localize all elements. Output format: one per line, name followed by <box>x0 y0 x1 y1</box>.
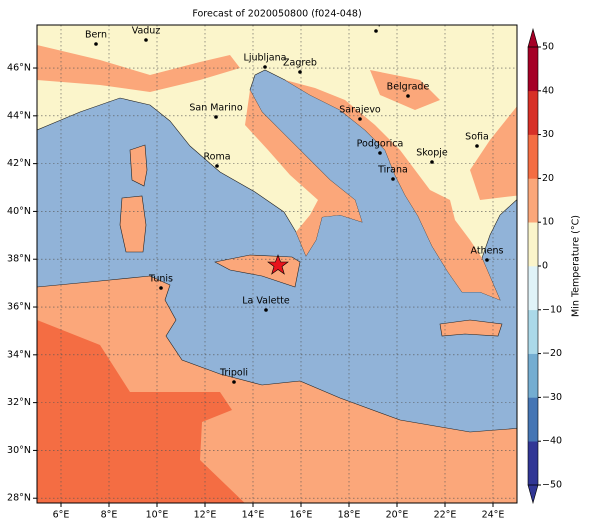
y-tick-label: 34°N <box>7 349 31 360</box>
city-dot <box>406 94 410 98</box>
city-label: Tripoli <box>219 368 248 379</box>
city-dot <box>264 308 268 312</box>
colorbar-tick-label: −40 <box>542 436 562 447</box>
map-frame <box>36 24 518 504</box>
city-dot <box>232 380 236 384</box>
city-label: Podgorica <box>357 139 404 150</box>
city-label: Roma <box>203 152 230 163</box>
warm-band <box>370 70 440 110</box>
city-label: Belgrade <box>387 82 430 93</box>
y-tick-label: 28°N <box>7 493 31 504</box>
colorbar-swatch <box>528 266 538 311</box>
city-dot <box>214 115 218 119</box>
colorbar-swatch <box>528 90 538 135</box>
city-dot <box>391 177 395 181</box>
city-dot <box>430 160 434 164</box>
land-corsica <box>129 144 148 187</box>
warm-band <box>285 80 500 300</box>
y-tick-label: 40°N <box>7 206 31 217</box>
x-tick-label: 12°E <box>194 510 217 521</box>
colorbar-extend-high <box>527 27 539 48</box>
city-dot <box>475 144 479 148</box>
city-label: Sofia <box>465 132 489 143</box>
city-dot <box>144 38 148 42</box>
city-label: Tirana <box>377 165 408 176</box>
city-label: Bern <box>85 30 107 41</box>
x-tick-label: 24°E <box>482 510 505 521</box>
land-sardinia <box>119 195 147 253</box>
city-dot <box>298 70 302 74</box>
city-label: Budapest <box>354 17 399 28</box>
colorbar-swatch <box>528 47 538 92</box>
city-dot <box>159 286 163 290</box>
y-tick-label: 38°N <box>7 254 31 265</box>
colorbar-tick-label: 10 <box>542 217 554 228</box>
colorbar-swatch <box>528 222 538 267</box>
colorbar-tick-label: −30 <box>542 392 562 403</box>
colorbar-label: Min Temperature (°C) <box>571 215 582 317</box>
city-label: Vaduz <box>132 26 161 37</box>
x-tick-label: 18°E <box>338 510 361 521</box>
x-tick-label: 16°E <box>290 510 313 521</box>
city-label: Ljubljana <box>244 53 287 64</box>
city-label: Skopje <box>416 148 448 159</box>
colorbar-tick-label: −50 <box>542 480 562 491</box>
warm-band <box>37 45 240 92</box>
city-dot <box>374 29 378 33</box>
city-dot <box>263 65 267 69</box>
x-tick-label: 10°E <box>146 510 169 521</box>
land-crete <box>439 319 503 337</box>
x-tick-label: 22°E <box>434 510 457 521</box>
city-dot <box>215 164 219 168</box>
colorbar-swatch <box>528 309 538 354</box>
y-tick-label: 46°N <box>7 63 31 74</box>
colorbar-tick-label: 50 <box>542 42 554 53</box>
colorbar-swatch <box>528 397 538 442</box>
city-dot <box>378 151 382 155</box>
x-tick-label: 6°E <box>53 510 70 521</box>
colorbar-tick-label: −20 <box>542 348 562 359</box>
city-label: La Valette <box>242 296 290 307</box>
warm-band <box>470 106 517 200</box>
colorbar: −50 −40 −30 −20 −10 0 10 20 30 40 50 Min Temperatur… <box>527 27 582 505</box>
warm-band <box>245 90 362 256</box>
city-label: Tunis <box>148 274 173 285</box>
colorbar-tick-label: 30 <box>542 129 554 140</box>
colorbar-swatch <box>528 353 538 398</box>
city-label: Sarajevo <box>339 105 381 116</box>
colorbar-tick-label: 0 <box>542 261 548 272</box>
y-tick-label: 36°N <box>7 302 31 313</box>
x-tick-label: 8°E <box>101 510 118 521</box>
city-label: Athens <box>471 246 504 257</box>
colorbar-extend-low <box>527 484 539 505</box>
city-label: Zagreb <box>283 58 317 69</box>
x-tick-label: 14°E <box>242 510 265 521</box>
forecast-star <box>267 254 289 275</box>
y-tick-label: 44°N <box>7 110 31 121</box>
y-tick-label: 32°N <box>7 397 31 408</box>
colorbar-swatch <box>528 178 538 223</box>
colorbar-swatch <box>528 134 538 179</box>
hot-region <box>37 320 245 503</box>
colorbar-tick-label: −10 <box>542 304 562 315</box>
axes: 6°E 8°E 10°E 12°E 14°E 16°E 18°E 20°E 22°E 24°E 28… <box>7 63 504 521</box>
city-dot <box>485 258 489 262</box>
y-tick-label: 42°N <box>7 158 31 169</box>
city-dot <box>358 117 362 121</box>
colorbar-tick-label: 40 <box>542 85 554 96</box>
city-label: San Marino <box>189 103 242 114</box>
y-tick-label: 30°N <box>7 445 31 456</box>
colorbar-tick-label: 20 <box>542 173 554 184</box>
city-dot <box>94 42 98 46</box>
map-title: Forecast of 2020050800 (f024-048) <box>192 9 361 20</box>
x-tick-label: 20°E <box>386 510 409 521</box>
colorbar-swatch <box>528 441 538 486</box>
